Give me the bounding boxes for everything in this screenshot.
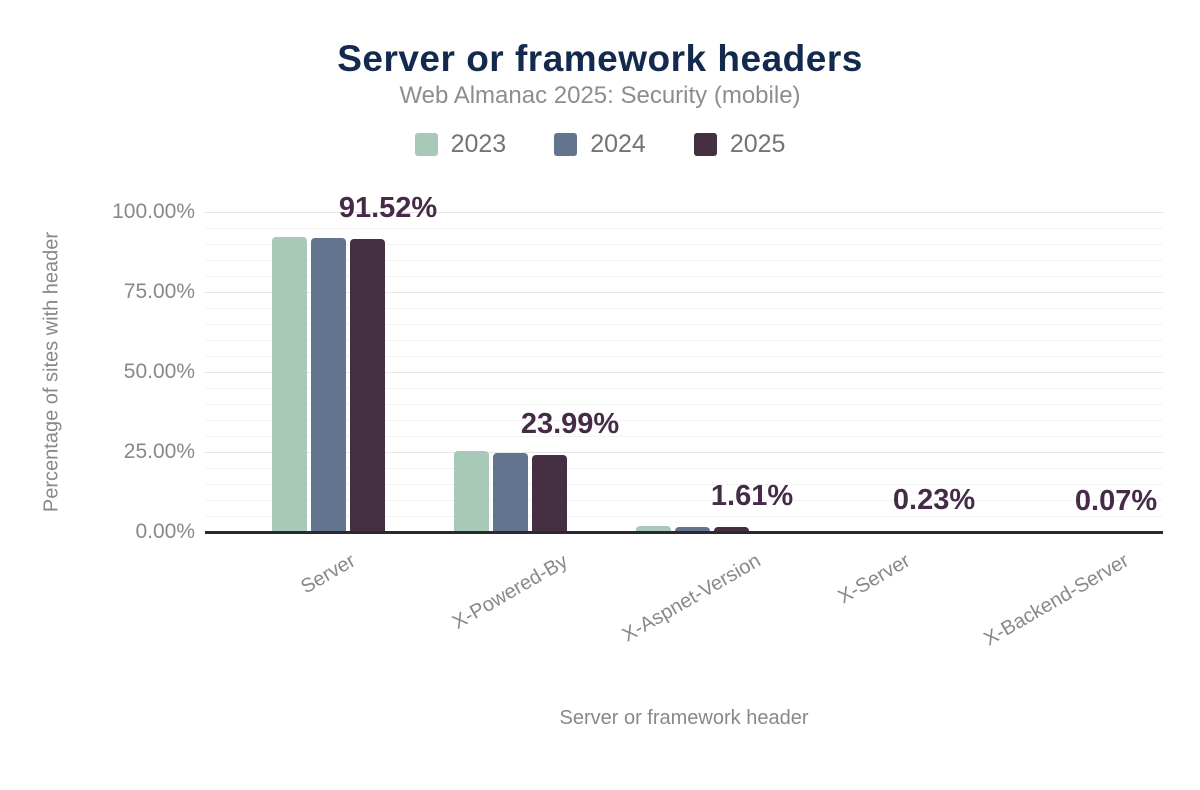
gridline-minor <box>205 244 1163 245</box>
gridline-major <box>205 372 1163 373</box>
gridline-major <box>205 292 1163 293</box>
bar-2025-x-powered-by <box>531 455 567 532</box>
gridline-minor <box>205 404 1163 405</box>
gridline-minor <box>205 324 1163 325</box>
gridline-major <box>205 212 1163 213</box>
bar-2025-server <box>349 239 385 532</box>
gridline-minor <box>205 260 1163 261</box>
data-label-x-backend-server: 0.07% <box>1074 484 1158 517</box>
gridline-minor <box>205 276 1163 277</box>
x-axis-title: Server or framework header <box>559 707 809 729</box>
gridline-minor <box>205 436 1163 437</box>
bar-2023-server <box>271 236 307 532</box>
bar-2023-x-aspnet-version <box>635 525 671 532</box>
x-tick-label-x-server: X-Server <box>834 550 914 609</box>
x-tick-label-x-powered-by: X-Powered-By <box>448 550 572 634</box>
data-label-x-aspnet-version: 1.61% <box>710 479 794 512</box>
gridline-minor <box>205 340 1163 341</box>
legend-swatch-2023 <box>414 133 438 156</box>
x-axis-line <box>205 531 1163 534</box>
gridline-minor <box>205 484 1163 485</box>
data-label-x-powered-by: 23.99% <box>520 408 620 441</box>
gridline-major <box>205 452 1163 453</box>
x-tick-label-x-aspnet-version: X-Aspnet-Version <box>618 550 765 647</box>
legend-swatch-2024 <box>554 133 578 156</box>
gridline-minor <box>205 388 1163 389</box>
bar-2024-x-powered-by <box>492 453 528 532</box>
x-tick-label-server: Server <box>296 550 359 599</box>
bar-2024-x-aspnet-version <box>674 526 710 532</box>
gridline-minor <box>205 500 1163 501</box>
y-tick-label: 75.00% <box>123 280 195 303</box>
gridline-minor <box>205 308 1163 309</box>
legend-item-2024: 2024 <box>554 130 646 159</box>
bar-2024-server <box>310 237 346 532</box>
y-axis-title: Percentage of sites with header <box>40 231 63 513</box>
legend: 2023 2024 2025 <box>0 130 1200 159</box>
y-tick-label: 100.00% <box>112 200 195 223</box>
gridline-minor <box>205 420 1163 421</box>
bar-2025-x-aspnet-version <box>713 526 749 532</box>
data-label-server: 91.52% <box>338 192 438 225</box>
y-tick-label: 25.00% <box>123 440 195 463</box>
gridline-minor <box>205 516 1163 517</box>
legend-label-2024: 2024 <box>590 130 646 158</box>
legend-item-2023: 2023 <box>414 130 507 159</box>
chart-subtitle: Web Almanac 2025: Security (mobile) <box>399 82 801 109</box>
legend-swatch-2025 <box>693 133 717 156</box>
chart-title: Server or framework headers <box>337 38 863 79</box>
x-tick-label-x-backend-server: X-Backend-Server <box>979 549 1133 651</box>
data-label-x-server: 0.23% <box>892 484 976 517</box>
legend-item-2025: 2025 <box>693 130 786 159</box>
bar-2023-x-powered-by <box>453 451 489 532</box>
gridline-minor <box>205 468 1163 469</box>
y-tick-label: 0.00% <box>135 520 195 543</box>
legend-label-2025: 2025 <box>729 130 786 158</box>
legend-label-2023: 2023 <box>450 130 507 158</box>
y-tick-label: 50.00% <box>123 360 195 383</box>
gridline-minor <box>205 228 1163 229</box>
gridline-minor <box>205 356 1163 357</box>
